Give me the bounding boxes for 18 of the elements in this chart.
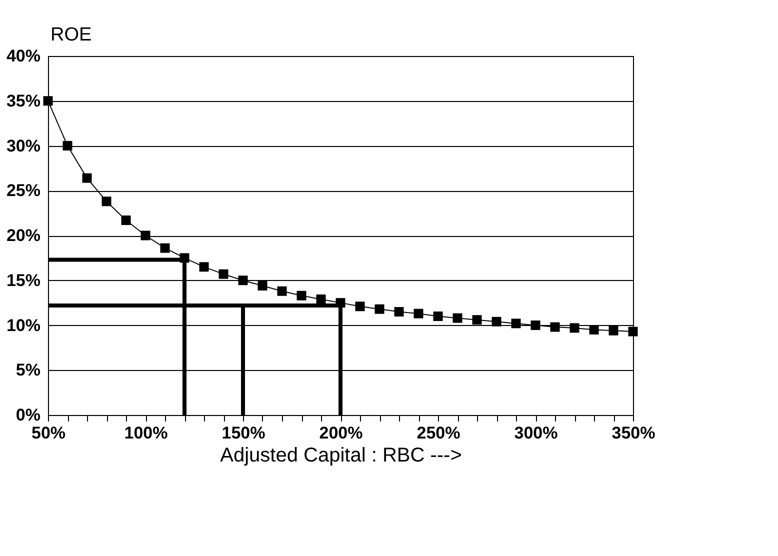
y-tick-label: 25% bbox=[6, 181, 40, 200]
x-tick-label: 150% bbox=[222, 424, 266, 442]
x-tick-label: 350% bbox=[612, 424, 656, 442]
x-tick-label: 50% bbox=[31, 424, 66, 442]
x-tick-label: 250% bbox=[416, 424, 460, 442]
y-tick-label: 10% bbox=[6, 316, 40, 335]
y-axis-title: ROE bbox=[50, 24, 92, 46]
y-tick-label: 30% bbox=[6, 136, 40, 156]
x-tick-label: 200% bbox=[319, 424, 363, 442]
y-tick-label: 35% bbox=[6, 91, 40, 110]
y-tick-label: 5% bbox=[16, 360, 40, 380]
x-tick-label: 300% bbox=[514, 424, 558, 442]
y-tick-label: 0% bbox=[16, 406, 40, 424]
y-tick-label: 15% bbox=[6, 270, 40, 290]
y-tick-label: 20% bbox=[6, 226, 40, 245]
y-tick-label: 40% bbox=[6, 46, 40, 66]
x-tick-label: 100% bbox=[124, 424, 168, 442]
x-axis-title: Adjusted Capital : RBC ---> bbox=[220, 444, 462, 466]
